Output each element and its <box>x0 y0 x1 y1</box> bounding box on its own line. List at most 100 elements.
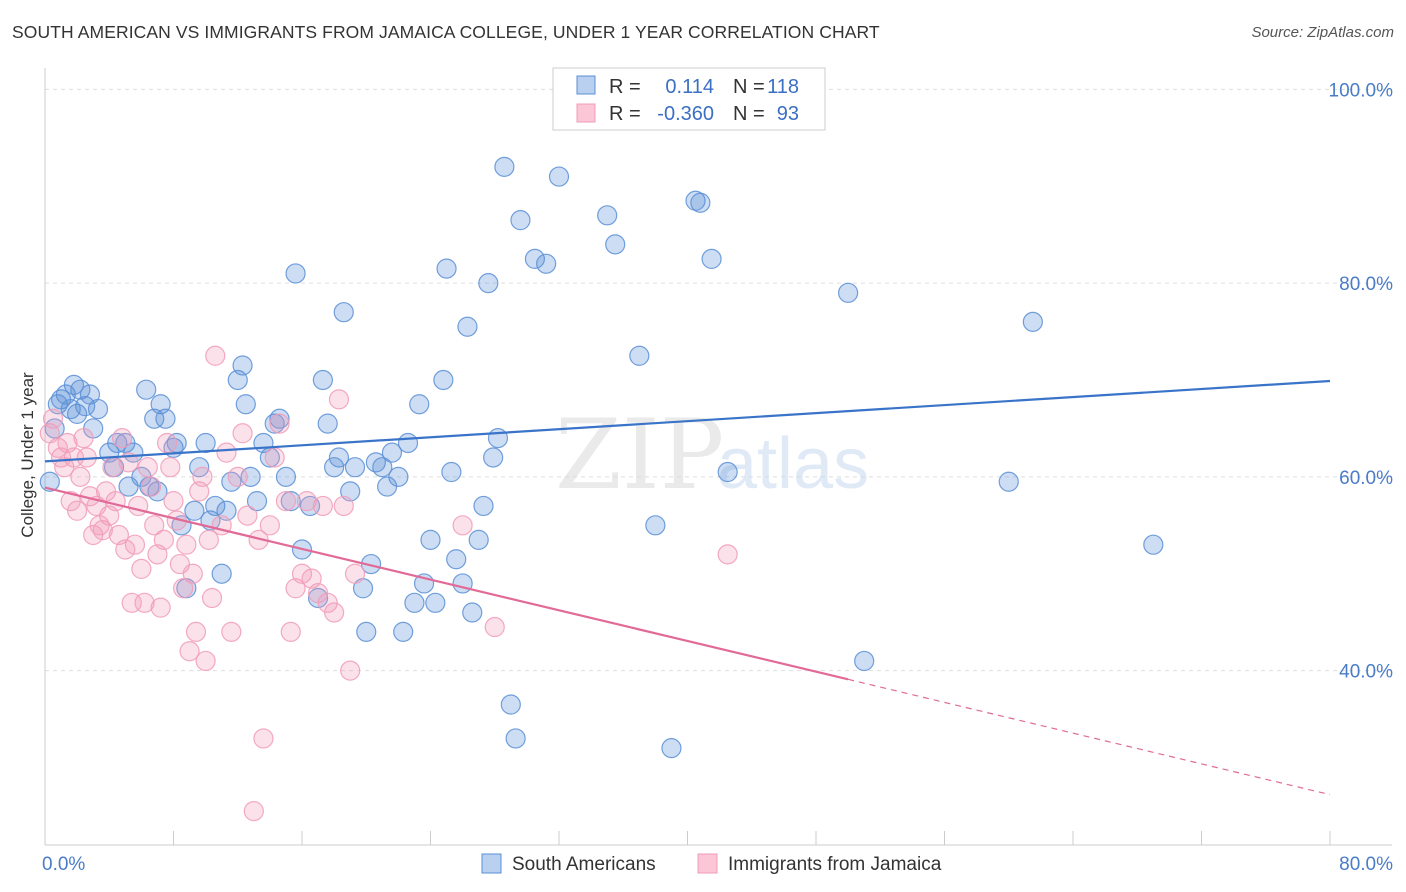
point-immigrants-from-jamaica-8 <box>67 500 88 521</box>
point-immigrants-from-jamaica-37 <box>160 457 181 478</box>
bottom-legend-swatch-pink <box>697 853 718 874</box>
point-immigrants-from-jamaica-35 <box>153 529 174 550</box>
point-south-americans-20 <box>136 379 157 400</box>
point-south-americans-57 <box>333 302 354 323</box>
point-south-americans-81 <box>462 602 483 623</box>
point-south-americans-40 <box>235 394 256 415</box>
point-south-americans-83 <box>473 495 494 517</box>
bottom-legend-label-1: South Americans <box>512 854 656 875</box>
point-immigrants-from-jamaica-73 <box>324 602 345 623</box>
point-south-americans-79 <box>452 573 473 594</box>
axes <box>44 68 1392 846</box>
point-immigrants-from-jamaica-71 <box>312 495 333 517</box>
legend-swatch-pink <box>576 103 596 123</box>
point-south-americans-8 <box>70 379 91 400</box>
point-immigrants-from-jamaica-31 <box>140 476 162 497</box>
legend-swatch-blue <box>576 75 596 95</box>
point-south-americans-91 <box>524 248 546 270</box>
point-south-americans-84 <box>478 273 499 294</box>
legend-r-label-2: R = <box>609 103 641 125</box>
point-south-americans-107 <box>1143 534 1164 555</box>
point-immigrants-from-jamaica-42 <box>176 534 197 555</box>
point-south-americans-49 <box>285 263 306 284</box>
point-immigrants-from-jamaica-61 <box>259 515 280 536</box>
point-immigrants-from-jamaica-50 <box>201 587 223 609</box>
point-south-americans-94 <box>597 205 618 226</box>
point-south-americans-7 <box>67 403 88 425</box>
legend-r-value-2: -0.360 <box>657 103 714 125</box>
point-immigrants-from-jamaica-53 <box>216 442 237 463</box>
point-south-americans-90 <box>510 210 531 231</box>
bottom-legend-swatch-blue <box>481 853 502 874</box>
legend-n-label-1: N = <box>733 76 765 98</box>
point-immigrants-from-jamaica-68 <box>296 490 317 512</box>
point-south-americans-34 <box>205 495 226 517</box>
point-south-americans-88 <box>500 694 521 715</box>
point-south-americans-78 <box>446 549 467 570</box>
point-immigrants-from-jamaica-29 <box>134 592 155 613</box>
point-south-americans-56 <box>328 447 350 468</box>
legend-n-value-1: 118 <box>767 76 799 98</box>
point-immigrants-from-jamaica-72 <box>317 592 338 613</box>
point-south-americans-69 <box>397 432 419 454</box>
legend-r-value-1: 0.114 <box>665 76 714 98</box>
point-south-americans-35 <box>211 563 232 584</box>
point-immigrants-from-jamaica-75 <box>333 495 354 517</box>
bottom-legend-label-2: Immigrants from Jamaica <box>728 854 942 875</box>
point-south-americans-106 <box>1022 311 1043 332</box>
point-immigrants-from-jamaica-76 <box>340 660 361 681</box>
point-south-americans-97 <box>645 515 666 536</box>
source-credit: Source: ZipAtlas.com <box>1251 24 1394 41</box>
point-immigrants-from-jamaica-74 <box>328 389 350 410</box>
x-tick-label-0: 0.0% <box>42 854 85 875</box>
point-immigrants-from-jamaica-45 <box>185 621 207 642</box>
point-immigrants-from-jamaica-48 <box>195 650 216 672</box>
point-south-americans-9 <box>75 396 96 417</box>
point-south-americans-70 <box>404 592 425 613</box>
point-immigrants-from-jamaica-1 <box>42 408 64 429</box>
watermark-atlas: atlas <box>717 424 869 504</box>
point-south-americans-46 <box>269 408 290 429</box>
point-immigrants-from-jamaica-26 <box>124 534 146 555</box>
point-immigrants-from-jamaica-67 <box>291 563 313 584</box>
y-tick-labels: 40.0% 60.0% 80.0% 100.0% <box>1329 80 1394 682</box>
x-tick-labels: 0.0% 80.0% <box>42 854 1393 875</box>
point-immigrants-from-jamaica-51 <box>205 345 226 366</box>
series-south-americans <box>39 156 1164 759</box>
point-south-americans-67 <box>388 466 409 487</box>
point-south-americans-80 <box>457 316 478 337</box>
grid-lines <box>45 88 1392 672</box>
point-immigrants-from-jamaica-6 <box>60 490 81 512</box>
series-legend: South Americans Immigrants from Jamaica <box>481 853 942 875</box>
point-immigrants-from-jamaica-41 <box>173 578 194 599</box>
point-south-americans-25 <box>155 408 176 429</box>
point-south-americans-86 <box>487 428 509 449</box>
watermark: ZIP atlas <box>555 399 869 511</box>
point-immigrants-from-jamaica-47 <box>192 466 213 487</box>
legend-n-value-2: 93 <box>777 103 799 125</box>
point-south-americans-96 <box>629 345 650 366</box>
point-immigrants-from-jamaica-79 <box>484 616 505 638</box>
point-south-americans-66 <box>381 442 403 463</box>
point-south-americans-48 <box>280 490 301 512</box>
point-immigrants-from-jamaica-43 <box>179 641 200 662</box>
point-immigrants-from-jamaica-24 <box>118 452 139 473</box>
point-immigrants-from-jamaica-28 <box>131 558 152 580</box>
point-immigrants-from-jamaica-13 <box>83 524 104 546</box>
point-south-americans-95 <box>605 234 626 255</box>
y-axis-label: College, Under 1 year <box>18 372 37 538</box>
point-south-americans-18 <box>123 442 144 463</box>
watermark-zip: ZIP <box>555 399 724 511</box>
point-south-americans-76 <box>436 258 457 279</box>
series-immigrants-from-jamaica <box>39 345 738 822</box>
point-south-americans-64 <box>372 457 393 478</box>
point-south-americans-101 <box>701 248 722 270</box>
point-immigrants-from-jamaica-20 <box>105 490 126 512</box>
point-south-americans-68 <box>393 621 414 642</box>
point-immigrants-from-jamaica-54 <box>221 621 242 642</box>
y-tick-label-0: 40.0% <box>1339 662 1393 683</box>
point-immigrants-from-jamaica-56 <box>232 423 253 444</box>
point-immigrants-from-jamaica-49 <box>198 529 219 550</box>
point-immigrants-from-jamaica-22 <box>111 428 133 449</box>
point-immigrants-from-jamaica-23 <box>115 539 136 560</box>
